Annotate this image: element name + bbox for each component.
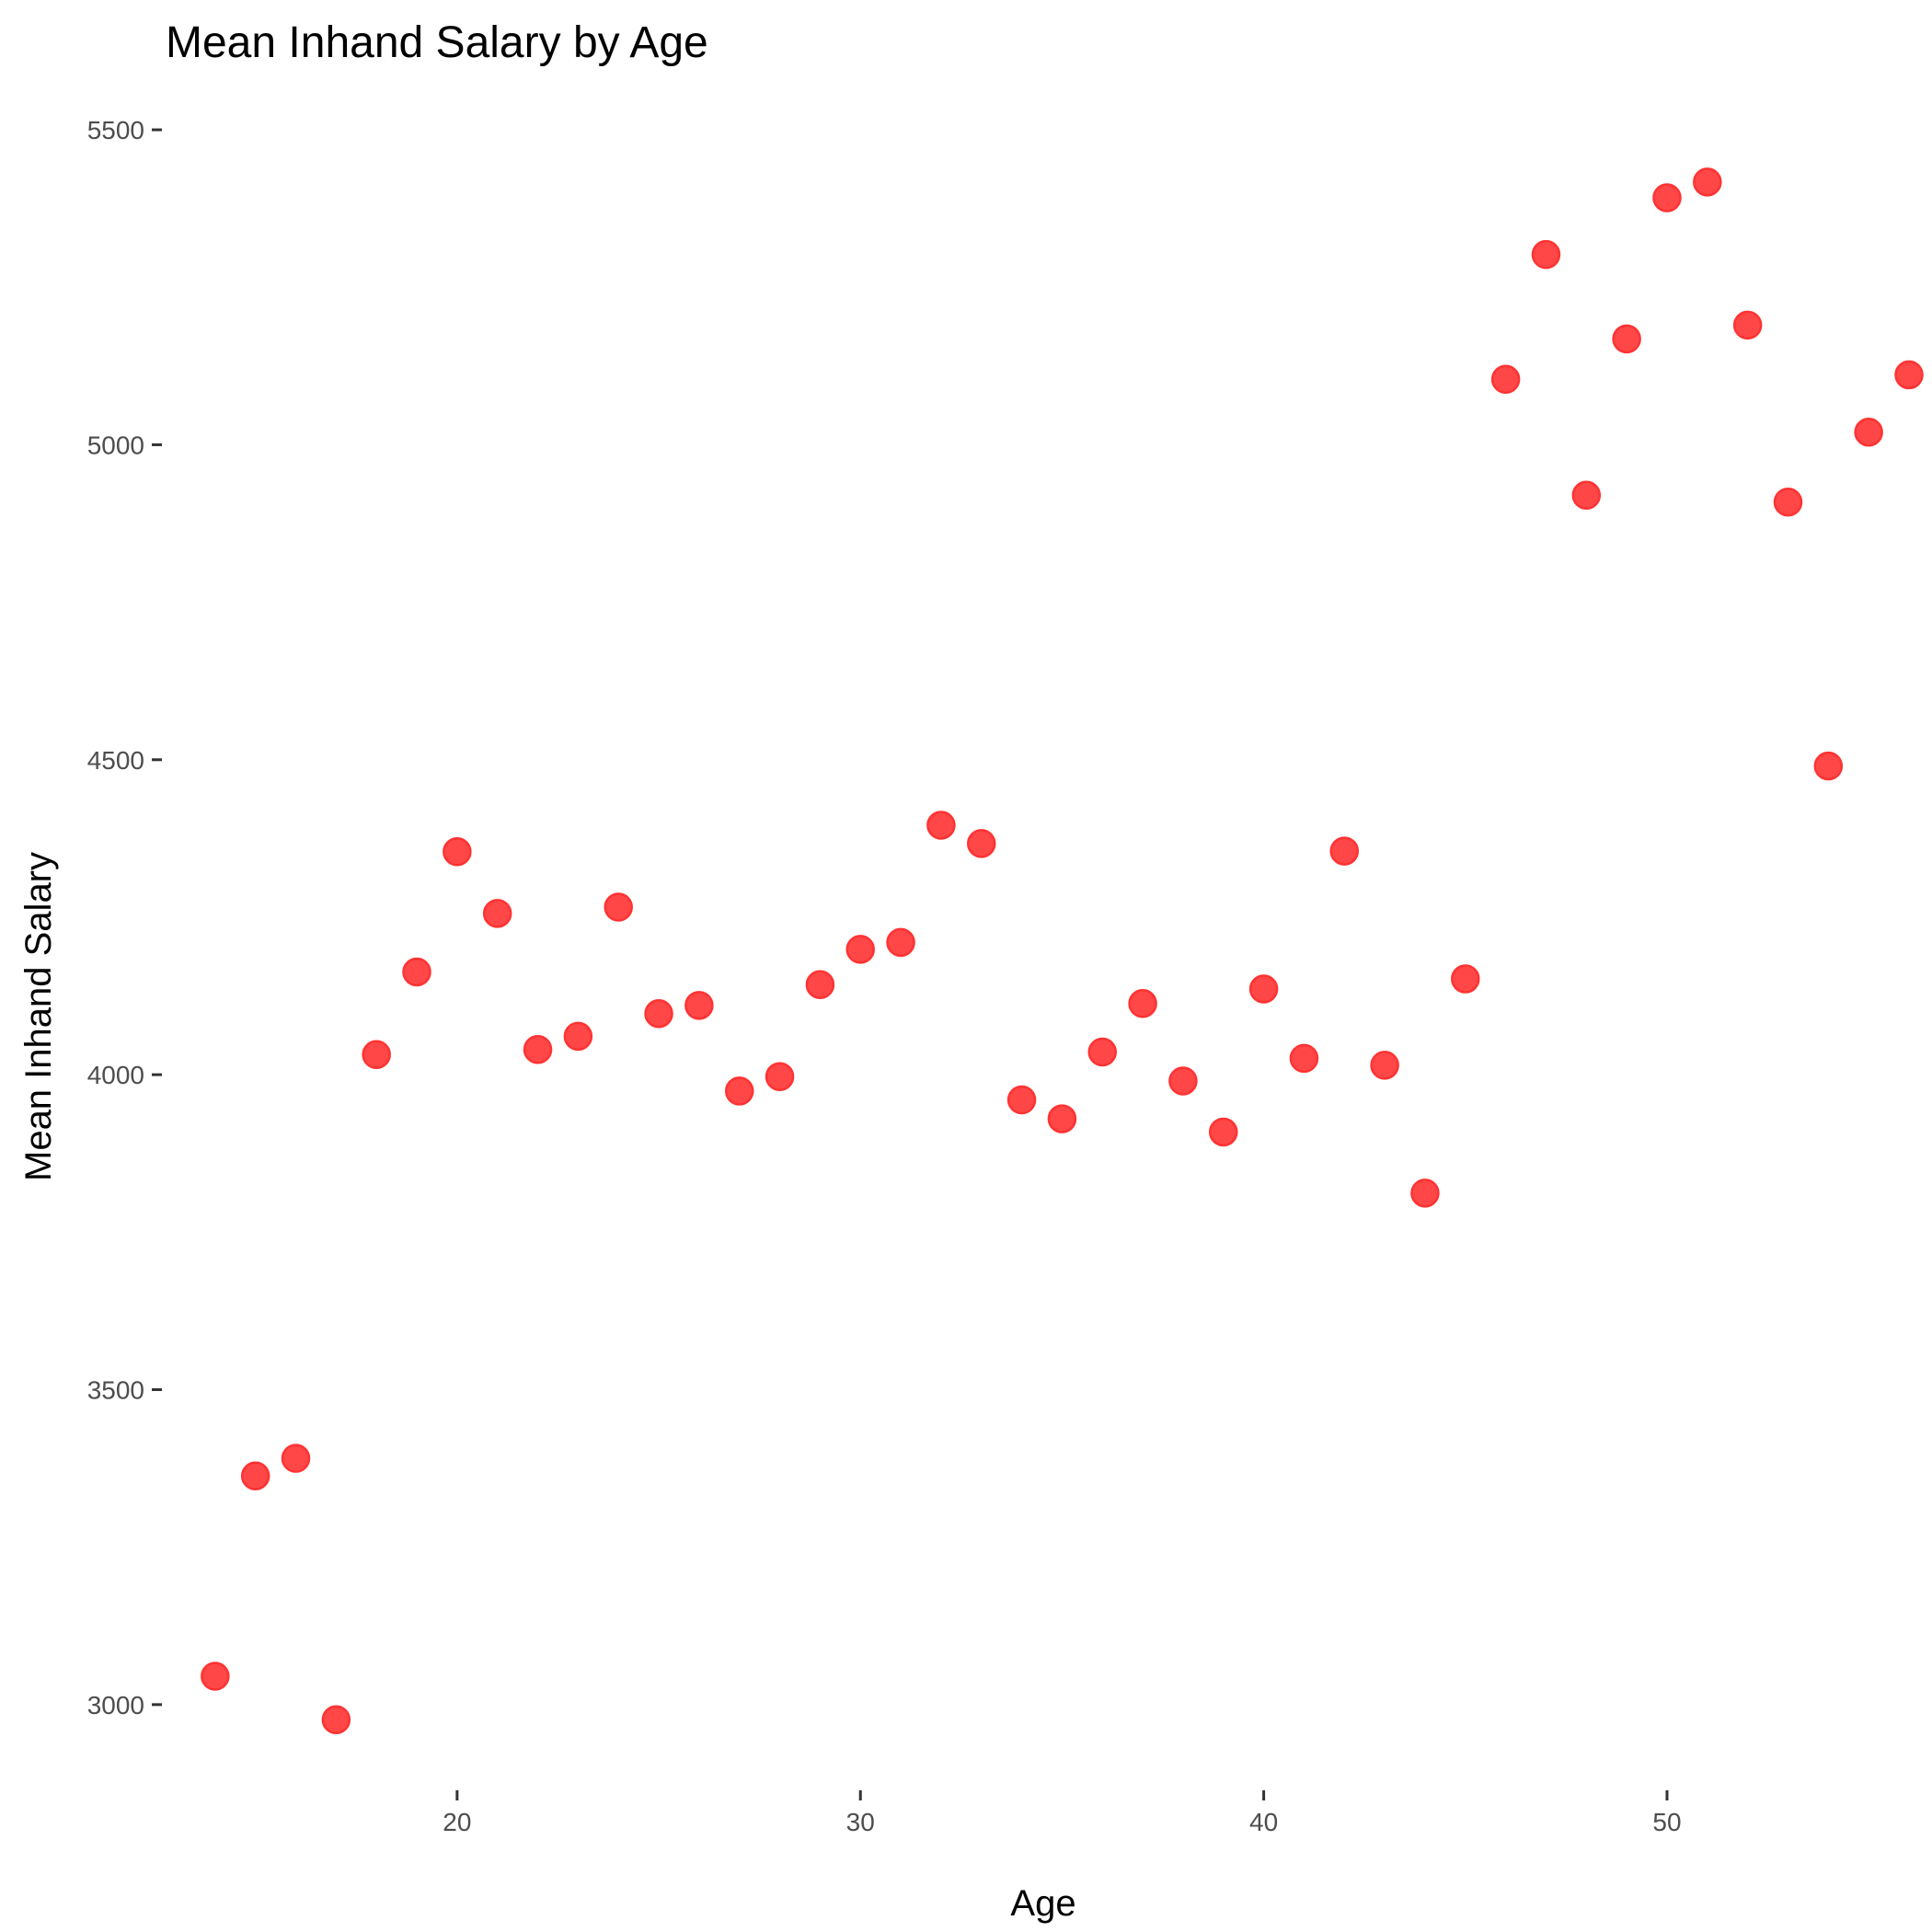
data-point (1813, 751, 1844, 781)
data-point (1693, 167, 1722, 197)
data-point (805, 970, 835, 999)
data-point (1652, 183, 1682, 213)
chart-title: Mean Inhand Salary by Age (166, 18, 708, 67)
y-tick-label: 3500 (87, 1375, 144, 1404)
data-point (644, 998, 673, 1029)
data-point (281, 1443, 311, 1473)
data-point (1329, 836, 1360, 866)
data-point (1128, 989, 1157, 1018)
x-tick-label: 20 (443, 1808, 471, 1836)
data-point (604, 892, 633, 922)
data-point (1168, 1066, 1198, 1096)
data-point (926, 811, 956, 840)
data-point (1248, 974, 1279, 1004)
data-point (1047, 1104, 1077, 1133)
y-tick-label: 5500 (87, 116, 144, 144)
y-tick-label: 5000 (87, 431, 144, 459)
data-point (1289, 1043, 1319, 1074)
data-point (563, 1021, 593, 1052)
data-point (1612, 324, 1641, 354)
data-point (1370, 1051, 1399, 1080)
data-point (1773, 487, 1803, 517)
data-point (1451, 964, 1480, 994)
y-tick-label: 4000 (87, 1061, 144, 1089)
data-point (240, 1461, 270, 1491)
x-axis-title: Age (1010, 1883, 1075, 1924)
data-point (724, 1076, 754, 1106)
data-points (201, 167, 1924, 1735)
data-point (966, 829, 996, 858)
data-point (1006, 1085, 1037, 1115)
data-point (321, 1705, 351, 1735)
data-point (765, 1062, 795, 1091)
data-point (886, 927, 915, 958)
y-axis-title: Mean Inhand Salary (18, 852, 59, 1181)
x-tick-label: 40 (1249, 1808, 1278, 1836)
data-point (402, 957, 431, 987)
data-point (1894, 360, 1924, 390)
data-point (1209, 1117, 1238, 1147)
data-point (1732, 310, 1763, 340)
data-point (1490, 364, 1521, 394)
data-point (523, 1034, 553, 1064)
x-tick-label: 30 (846, 1808, 875, 1836)
data-point (684, 991, 714, 1020)
y-axis: 3000 3500 4000 4500 5000 5500 (87, 116, 162, 1719)
data-point (1410, 1179, 1440, 1208)
data-point (1571, 480, 1602, 510)
data-point (1531, 239, 1561, 270)
data-point (201, 1662, 230, 1691)
x-axis: 20 30 40 50 (443, 1790, 1682, 1836)
data-point (1854, 417, 1883, 447)
data-point (362, 1040, 391, 1069)
data-point (1087, 1037, 1118, 1067)
x-tick-label: 50 (1652, 1808, 1681, 1836)
data-point (845, 935, 875, 964)
data-point (482, 899, 512, 928)
y-tick-label: 3000 (87, 1691, 144, 1719)
data-point (443, 837, 472, 867)
y-tick-label: 4500 (87, 746, 144, 775)
